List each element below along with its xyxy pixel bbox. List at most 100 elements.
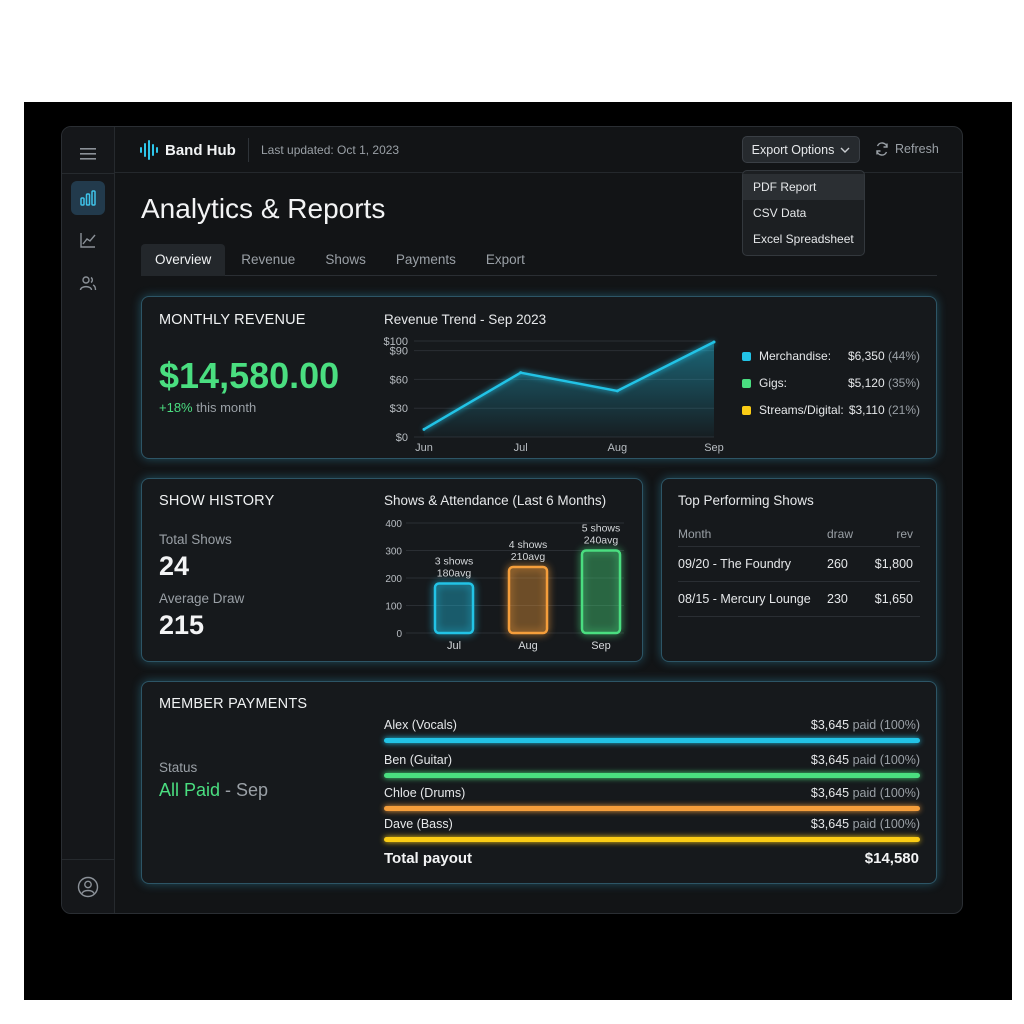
- member-paid-amount: $3,645: [810, 753, 850, 767]
- x-tick-label: Jul: [514, 442, 528, 454]
- y-tick-label: 100: [385, 602, 402, 613]
- revenue-change-text: this month: [196, 400, 257, 415]
- legend-item-merchandise: Merchandise: $6,350 (44%): [742, 349, 920, 376]
- show-draw: 260: [827, 557, 848, 571]
- total-shows-value: 24: [159, 551, 190, 581]
- total-shows-label: Total Shows: [159, 532, 232, 547]
- tab-payments[interactable]: Payments: [395, 252, 456, 267]
- tab-overview[interactable]: Overview: [141, 244, 226, 276]
- y-tick-label: $60: [390, 374, 408, 386]
- member-progress-bar: [384, 806, 920, 811]
- revenue-legend: Merchandise: $6,350 (44%) Gigs: $5,120 (…: [742, 349, 920, 430]
- show-name: 08/15 - Mercury Lounge: [678, 592, 811, 606]
- revenue-line: [423, 340, 715, 431]
- member-payment-row: Alex (Vocals) $3,645 paid (100%): [384, 718, 920, 748]
- legend-swatch: [742, 352, 751, 361]
- tab-revenue[interactable]: Revenue: [241, 252, 296, 267]
- profile-button[interactable]: [71, 870, 105, 904]
- sidebar-item-members[interactable]: [71, 266, 105, 300]
- menu-button[interactable]: [71, 137, 105, 171]
- header-divider: [248, 138, 249, 162]
- payment-status-value: All Paid - Sep: [159, 780, 268, 801]
- table-header: Month draw rev: [678, 523, 920, 547]
- refresh-label: Refresh: [895, 142, 939, 156]
- column-month: Month: [678, 527, 712, 541]
- tab-shows[interactable]: Shows: [325, 252, 366, 267]
- member-paid-status: paid (100%): [852, 753, 920, 767]
- legend-swatch: [742, 406, 751, 415]
- export-dropdown-menu: PDF Report CSV Data Excel Spreadsheet: [742, 170, 865, 256]
- export-options-button[interactable]: Export Options: [742, 136, 860, 163]
- top-shows-card: Top Performing Shows Month draw rev 09/2…: [661, 478, 937, 662]
- x-tick-label: Sep: [591, 640, 611, 652]
- menu-item-excel-spreadsheet[interactable]: Excel Spreadsheet: [753, 232, 854, 246]
- payment-status-text: All Paid: [159, 780, 221, 800]
- tab-bar: Overview Revenue Shows Payments Export: [141, 244, 937, 276]
- member-progress-bar: [384, 837, 920, 842]
- bar-label-avg: 240avg: [584, 535, 619, 547]
- sidebar-item-trends[interactable]: [71, 223, 105, 257]
- table-row[interactable]: 08/15 - Mercury Lounge 230 $1,650: [678, 582, 920, 617]
- bar-label-shows: 3 shows: [435, 556, 474, 568]
- users-icon: [79, 276, 97, 291]
- revenue-trend-chart: $0 $30 $60 $90$100 Jun Jul Aug Sep: [384, 336, 724, 454]
- member-name: Dave (Bass): [384, 817, 453, 831]
- export-options-label: Export Options: [751, 142, 835, 157]
- member-amount: $3,645 paid (100%): [811, 786, 920, 800]
- legend-value: $3,110 (21%): [849, 403, 920, 417]
- member-payment-row: Chloe (Drums) $3,645 paid (100%): [384, 786, 920, 816]
- bar-label-shows: 4 shows: [509, 539, 548, 551]
- y-tick-label: $100: [384, 336, 408, 348]
- x-tick-label: Aug: [608, 442, 628, 454]
- legend-item-gigs: Gigs: $5,120 (35%): [742, 376, 920, 403]
- bar-chart-icon: [80, 190, 96, 206]
- chevron-down-icon: [840, 147, 850, 153]
- data-point: [519, 371, 523, 375]
- member-payments-title: MEMBER PAYMENTS: [159, 696, 308, 712]
- member-amount: $3,645 paid (100%): [811, 753, 920, 767]
- sidebar-item-analytics[interactable]: [71, 181, 105, 215]
- revenue-chart-title: Revenue Trend - Sep 2023: [384, 312, 547, 327]
- member-name: Ben (Guitar): [384, 753, 453, 767]
- y-tick-label: 400: [385, 519, 402, 530]
- show-rev: $1,650: [874, 592, 913, 606]
- menu-item-pdf-report[interactable]: PDF Report: [743, 174, 864, 200]
- refresh-icon: [876, 142, 888, 156]
- bar-label-avg: 210avg: [511, 551, 546, 563]
- member-paid-amount: $3,645: [810, 786, 850, 800]
- legend-swatch: [742, 379, 751, 388]
- monthly-revenue-card: MONTHLY REVENUE $14,580.00 +18% this mon…: [141, 296, 937, 459]
- last-updated: Last updated: Oct 1, 2023: [261, 143, 400, 157]
- member-paid-status: paid (100%): [852, 817, 920, 831]
- member-payments-card: MEMBER PAYMENTS Status All Paid - Sep Al…: [141, 681, 937, 884]
- refresh-button[interactable]: Refresh: [875, 142, 939, 156]
- member-progress-bar: [384, 738, 920, 743]
- member-paid-amount: $3,645: [810, 817, 850, 831]
- top-shows-table: Month draw rev 09/20 - The Foundry 260 $…: [678, 523, 920, 617]
- member-payment-row: Dave (Bass) $3,645 paid (100%): [384, 817, 920, 847]
- y-tick-label: $30: [390, 403, 408, 415]
- x-tick-label: Sep: [704, 442, 724, 454]
- member-amount: $3,645 paid (100%): [811, 817, 920, 831]
- member-payment-row: Ben (Guitar) $3,645 paid (100%): [384, 753, 920, 783]
- member-paid-status: paid (100%): [852, 718, 920, 732]
- app-window: Band Hub Last updated: Oct 1, 2023 Expor…: [61, 126, 963, 914]
- member-paid-amount: $3,645: [810, 718, 850, 732]
- legend-item-streams: Streams/Digital: $3,110 (21%): [742, 403, 920, 430]
- menu-item-csv-data[interactable]: CSV Data: [753, 206, 807, 220]
- x-tick-label: Jun: [415, 442, 433, 454]
- top-bar: Band Hub Last updated: Oct 1, 2023 Expor…: [115, 127, 962, 173]
- show-draw: 230: [827, 592, 848, 606]
- revenue-area: [424, 341, 714, 437]
- legend-pct: (44%): [887, 349, 920, 363]
- payment-status-suffix: - Sep: [225, 780, 269, 800]
- data-point: [422, 427, 426, 431]
- tab-export[interactable]: Export: [485, 252, 525, 267]
- legend-name: Streams/Digital:: [759, 403, 844, 417]
- table-row[interactable]: 09/20 - The Foundry 260 $1,800: [678, 547, 920, 582]
- y-tick-label: $0: [396, 432, 408, 444]
- logo[interactable]: Band Hub: [139, 139, 236, 161]
- bar: [507, 565, 549, 635]
- line-chart-icon: [80, 233, 96, 248]
